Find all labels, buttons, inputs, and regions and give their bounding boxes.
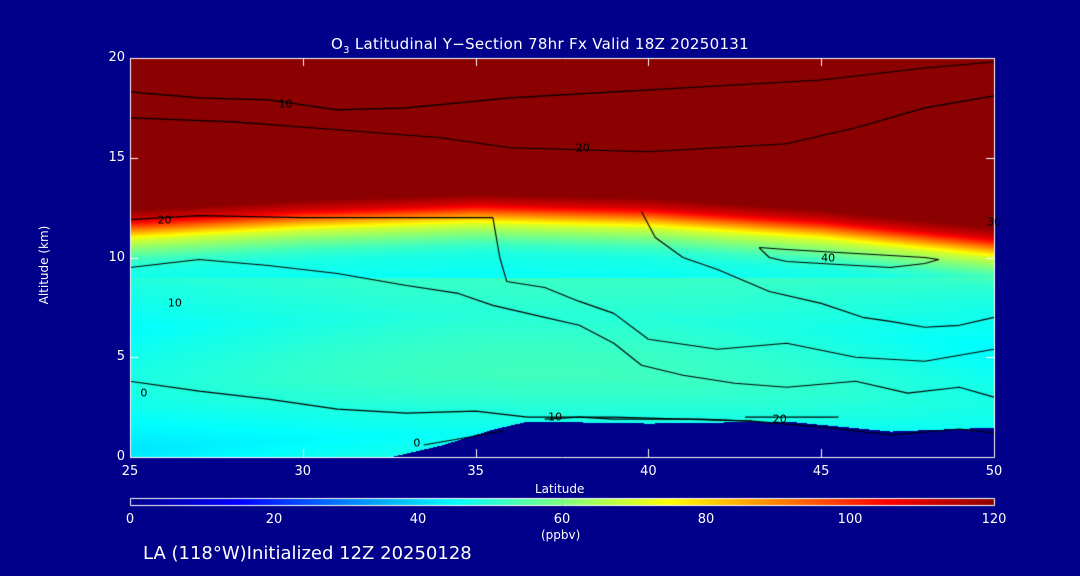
contour-label: 10: [167, 296, 182, 310]
contour-label: 0: [413, 436, 421, 450]
contour-label: 0: [140, 386, 148, 400]
colorbar-tick-label: 100: [837, 512, 863, 527]
colorbar-tick-label: 60: [553, 512, 571, 527]
y-tick-label: 5: [116, 349, 125, 365]
colorbar-tick-label: 0: [125, 512, 135, 527]
contour-label: 10: [278, 97, 293, 111]
y-tick-label: 20: [108, 50, 125, 65]
y-tick-label: 10: [108, 249, 125, 265]
contour-label: 20: [772, 412, 787, 426]
x-tick-label: 50: [985, 464, 1003, 479]
colorbar-tick-label: 80: [697, 512, 715, 527]
colorbar-tick-label: 40: [409, 512, 427, 527]
contour-label: 10: [548, 410, 563, 424]
colorbar-units: (ppbv): [541, 528, 581, 542]
colorbar-tick-label: 120: [981, 512, 1007, 527]
x-tick-label: 30: [294, 464, 312, 479]
contour-label: 20: [575, 141, 590, 155]
y-tick-label: 15: [108, 149, 125, 165]
x-axis-label: Latitude: [535, 482, 585, 496]
x-tick-label: 45: [812, 464, 830, 479]
footer-info: LA (118°W)Initialized 12Z 20250128: [143, 543, 472, 564]
x-tick-label: 25: [121, 464, 139, 479]
y-tick-label: 0: [116, 449, 125, 464]
contour-label: 30: [987, 215, 1001, 229]
x-tick-label: 40: [640, 464, 657, 479]
contour-label: 20: [157, 213, 172, 227]
colorbar-tick-label: 20: [265, 512, 283, 527]
contour-label: 40: [821, 251, 836, 264]
y-axis-label: Altitude (km): [37, 225, 51, 305]
chart-title: O3 Latitudinal Y−Section 78hr Fx Valid 1…: [331, 35, 749, 56]
x-tick-label: 35: [467, 464, 484, 479]
